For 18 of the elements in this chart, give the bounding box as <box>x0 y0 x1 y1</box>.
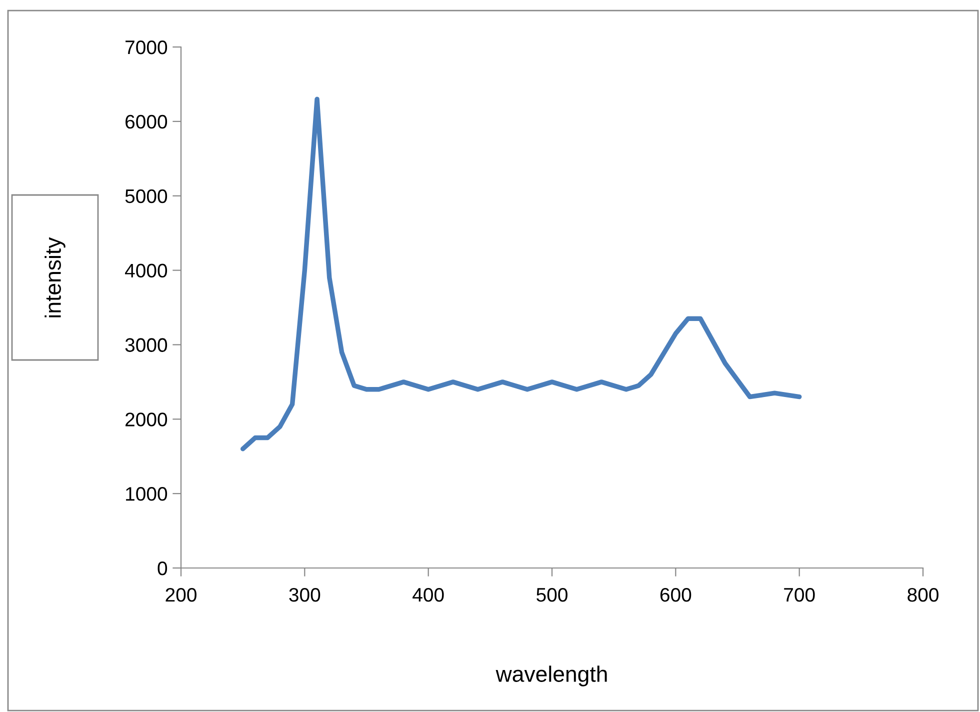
x-tick-label: 200 <box>166 588 196 602</box>
y-tick-label: 7000 <box>126 40 168 54</box>
x-axis-title: wavelength <box>496 666 607 686</box>
line-series <box>240 96 802 452</box>
x-tick-label: 600 <box>660 588 692 602</box>
y-tick-label: 1000 <box>126 487 168 501</box>
y-tick-label: 3000 <box>125 338 168 352</box>
y-tick-label: 2000 <box>126 412 168 426</box>
y-axis-title: intensity <box>44 237 66 318</box>
y-tick-label: 4000 <box>125 264 168 278</box>
x-tick-label: 800 <box>908 588 938 602</box>
x-tick-label: 500 <box>536 588 568 602</box>
y-tick-label: 6000 <box>126 114 168 129</box>
x-tick-label: 300 <box>289 588 320 602</box>
y-tick-label: 0 <box>158 561 168 576</box>
x-tick-label: 700 <box>784 588 815 602</box>
x-tick-label: 400 <box>412 588 444 602</box>
y-tick-label: 5000 <box>125 189 168 204</box>
